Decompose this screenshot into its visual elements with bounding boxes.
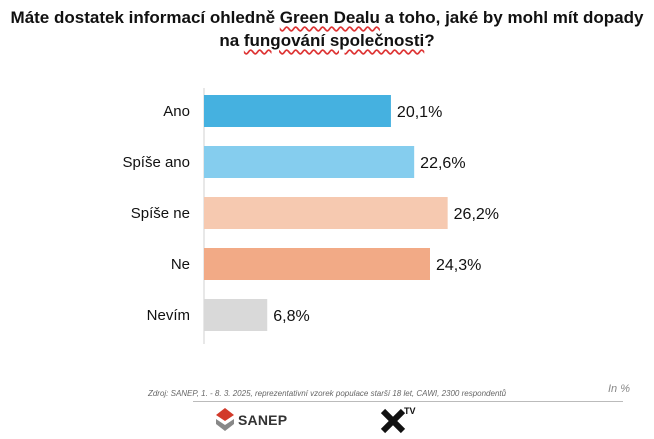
bar-2	[204, 197, 448, 229]
value-label-4: 6,8%	[273, 308, 309, 325]
bar-chart: Ano 20,1% Spíše ano 22,6% Spíše ne 26,2% Ne 24,…	[122, 88, 499, 344]
category-label-3: Ne	[171, 256, 190, 273]
category-label-1: Spíše ano	[122, 154, 190, 171]
category-label-4: Nevím	[147, 307, 190, 324]
title-line-2: na fungování společnosti?	[219, 31, 435, 50]
sanep-logo-text: SANEP	[238, 412, 288, 428]
chart-title: Máte dostatek informací ohledně Green De…	[0, 6, 654, 52]
value-label-3: 24,3%	[436, 257, 481, 274]
category-label-0: Ano	[163, 103, 190, 120]
title-line-1: Máte dostatek informací ohledně Green De…	[10, 8, 644, 27]
bar-3	[204, 248, 430, 280]
bar-1	[204, 146, 415, 178]
bar-0	[204, 95, 391, 127]
xtv-logo: TV	[380, 406, 420, 434]
value-label-0: 20,1%	[397, 104, 442, 121]
x-mark-icon	[380, 408, 406, 434]
value-label-1: 22,6%	[420, 155, 465, 172]
value-label-2: 26,2%	[454, 206, 499, 223]
sanep-logo: SANEP	[214, 406, 298, 434]
xtv-logo-text: TV	[404, 406, 416, 416]
bar-4	[204, 299, 268, 331]
footer-divider	[193, 401, 623, 402]
source-note: Zdroj: SANEP, 1. - 8. 3. 2025, reprezent…	[147, 389, 507, 398]
unit-note: In %	[607, 383, 630, 395]
category-label-2: Spíše ne	[131, 205, 190, 222]
sanep-logo-mark-icon	[216, 408, 234, 431]
